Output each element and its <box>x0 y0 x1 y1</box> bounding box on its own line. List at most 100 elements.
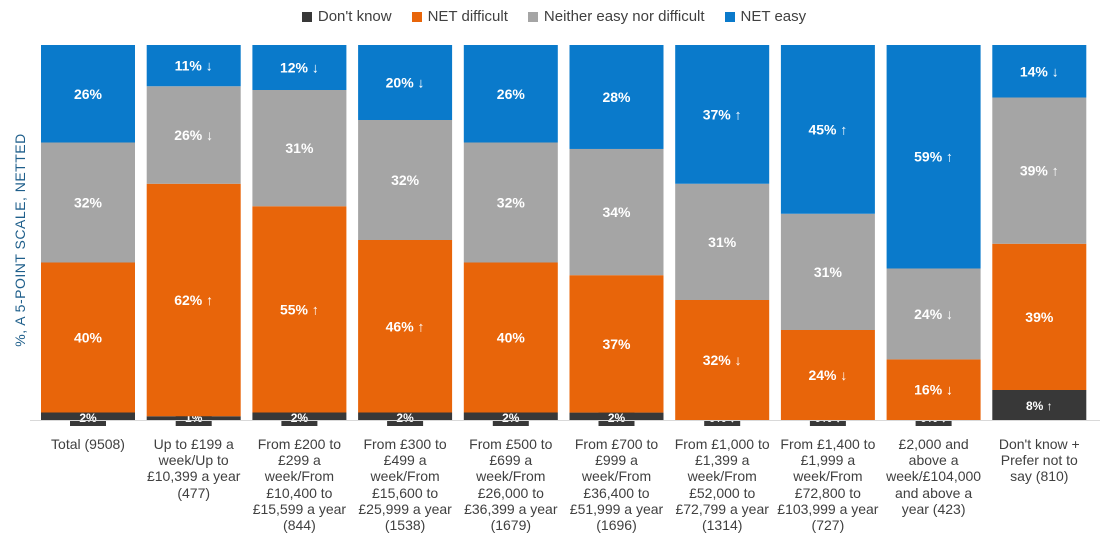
category-label-line: From £300 to <box>363 436 447 452</box>
data-label: 46% ↑ <box>386 318 425 334</box>
data-label: 39% <box>1025 309 1054 325</box>
data-label: 37% <box>602 336 631 352</box>
bar-segment <box>358 120 453 240</box>
legend-swatch <box>301 11 312 22</box>
bar-segment <box>41 45 135 143</box>
data-label: 12% ↓ <box>280 60 319 76</box>
category-label-line: £51,999 a year <box>569 500 664 517</box>
category-label-line: £36,400 to <box>583 484 650 501</box>
data-label: 2% <box>608 411 626 425</box>
data-label: 8% ↑ <box>1026 399 1053 413</box>
category-label-line: £52,000 to <box>689 484 756 501</box>
bar-segment <box>252 45 347 90</box>
category-label-line: £10,399 a year <box>146 468 241 485</box>
data-label: 32% <box>391 172 420 188</box>
legend-label: NET difficult <box>427 8 508 25</box>
category-label-line: £699 a <box>489 452 533 469</box>
legend-swatch <box>724 11 735 22</box>
legend-swatch <box>411 11 422 22</box>
data-label: 32% ↓ <box>703 352 742 368</box>
category-label-line: From £500 to <box>469 436 553 452</box>
category-label-line: Prefer not to <box>1000 452 1078 469</box>
category-label-line: Up to £199 a <box>153 436 234 452</box>
legend-item-0: Don't know <box>301 8 392 25</box>
data-label: 40% <box>497 330 526 346</box>
legend-label: Neither easy nor difficult <box>543 8 705 25</box>
data-label-badge <box>492 409 529 426</box>
bar-segment <box>569 148 664 276</box>
data-label: 2% <box>79 411 97 425</box>
bar-segment <box>886 268 981 360</box>
category-label-line: above a <box>908 452 959 469</box>
legend-item-2: Neither easy nor difficult <box>527 8 705 25</box>
category-label-line: week/From <box>264 468 334 485</box>
bar-segment <box>675 45 770 184</box>
category-label-line: and above a <box>895 484 973 501</box>
bar-segment <box>358 240 453 413</box>
category-label-line: week/Up to <box>158 452 229 469</box>
data-label-badge <box>281 409 318 426</box>
bar-segment <box>569 45 664 149</box>
category-label-line: £10,400 to <box>266 484 333 501</box>
bar-segment <box>992 243 1087 390</box>
category-label-line: week/From <box>793 468 863 485</box>
category-label-line: £26,000 to <box>477 484 544 501</box>
category-label-line: £1,399 a <box>694 452 750 469</box>
data-label: 32% <box>74 195 103 211</box>
data-label: 26% <box>497 86 526 102</box>
data-label: 16% ↓ <box>914 382 953 398</box>
data-label: 34% <box>602 204 631 220</box>
bar-segment <box>675 300 770 420</box>
data-label: 45% ↑ <box>808 121 847 137</box>
category-label: From £700 to £999 a week/From £36,400 to £51… <box>565 436 669 533</box>
bar-segment <box>146 183 241 417</box>
bar-segment <box>252 206 347 413</box>
category-label-line: £15,599 a year <box>252 500 347 517</box>
category-label-line: £72,799 a year <box>675 500 769 517</box>
data-label: 31% <box>814 264 843 280</box>
category-label-line: £103,999 a year <box>777 500 879 517</box>
category-label-line: (1314) <box>701 517 743 534</box>
data-label: 26% <box>74 86 103 102</box>
bar-segment <box>675 183 770 300</box>
legend-item-3: NET easy <box>724 8 807 25</box>
data-label: 26% ↓ <box>174 127 213 143</box>
bar-segment <box>886 45 981 269</box>
bar-segment <box>886 359 981 420</box>
legend-label: Don't know <box>317 8 392 25</box>
data-label: 62% ↑ <box>174 292 213 308</box>
category-label-line: (1696) <box>596 517 637 534</box>
data-label: 24% ↓ <box>914 306 953 322</box>
category-label-line: week/From <box>370 468 440 485</box>
category-label-line: week/From <box>476 468 546 485</box>
bar-segment <box>463 262 558 413</box>
bar-segment <box>146 45 241 87</box>
category-label-line: (727) <box>811 517 845 534</box>
category-label-line: Don't know + <box>998 436 1080 452</box>
bar-segment <box>780 45 875 214</box>
category-label-line: £999 a <box>595 452 638 469</box>
bar-segment <box>358 45 453 120</box>
category-label-line: £72,800 to <box>794 484 861 501</box>
category-label-line: From £1,400 to <box>780 436 876 452</box>
data-label: 31% <box>285 140 314 156</box>
category-label: From £300 to £499 a week/From £15,600 to £25… <box>353 436 457 533</box>
data-label: 24% ↓ <box>808 367 847 383</box>
category-label: Don't know + Prefer not to say (810) <box>987 436 1091 485</box>
category-label: From £500 to £699 a week/From £26,000 to £36… <box>459 436 563 533</box>
category-label-line: From £1,000 to <box>674 436 770 452</box>
category-label: From £1,400 to £1,999 a week/From £72,800 t… <box>776 436 880 533</box>
category-label-line: £499 a <box>383 452 427 469</box>
bar-segment <box>780 213 875 330</box>
category-label: £2,000 and above a week/£104,000 and above … <box>882 436 986 517</box>
bar-segment <box>780 330 875 420</box>
category-label: From £1,000 to £1,399 a week/From £52,000 t… <box>670 436 774 533</box>
data-label: 40% <box>74 330 103 346</box>
data-label: 11% ↓ <box>175 58 213 74</box>
data-label-badge <box>387 409 424 426</box>
data-label: 2% <box>502 411 520 425</box>
bar-segment <box>463 142 558 263</box>
category-label-line: £1,999 a <box>800 452 856 469</box>
legend-label: NET easy <box>740 8 807 25</box>
